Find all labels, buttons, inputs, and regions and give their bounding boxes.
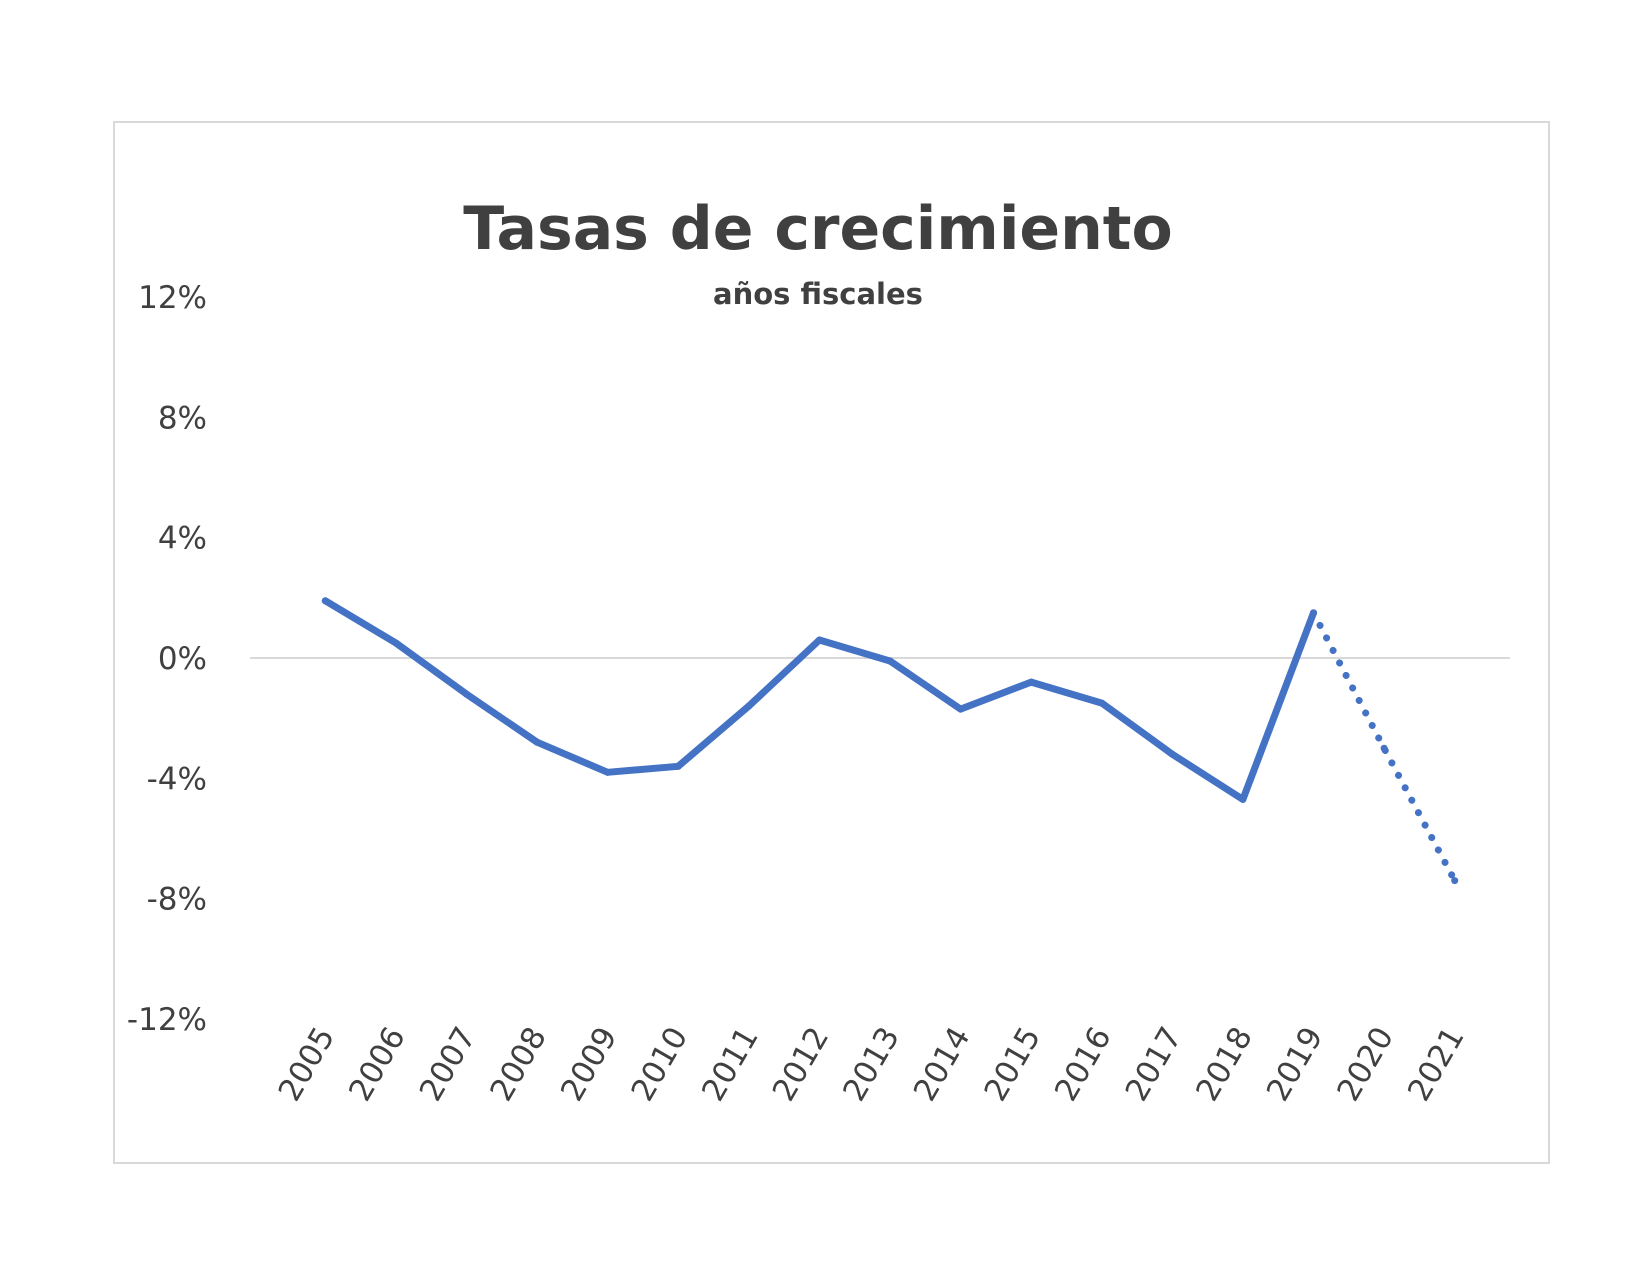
y-tick-label: 0% xyxy=(158,641,207,677)
x-tick-label: 2005 xyxy=(272,1021,343,1107)
chart-svg: Tasas de crecimiento años fiscales 12% 8%… xyxy=(127,194,1510,1107)
data-point xyxy=(604,768,612,776)
y-tick-label: -12% xyxy=(127,1002,207,1038)
x-tick-label: 2015 xyxy=(977,1021,1048,1107)
data-point xyxy=(1310,609,1318,617)
x-tick-label: 2014 xyxy=(907,1021,978,1107)
x-tick-label: 2007 xyxy=(413,1021,484,1107)
data-point xyxy=(957,705,965,713)
x-tick-label: 2009 xyxy=(554,1021,625,1107)
x-tick-label: 2010 xyxy=(625,1021,696,1107)
series-group xyxy=(321,597,1459,885)
chart-title: Tasas de crecimiento xyxy=(463,194,1172,264)
x-tick-label: 2013 xyxy=(836,1021,907,1107)
y-tick-label: 12% xyxy=(138,280,207,316)
data-point xyxy=(1239,795,1247,803)
y-tick-label: 4% xyxy=(158,521,207,557)
data-point xyxy=(1098,699,1106,707)
chart-area: Tasas de crecimiento años fiscales 12% 8%… xyxy=(113,121,1550,1164)
x-tick-label: 2008 xyxy=(483,1021,554,1107)
x-axis-ticks: 2005 2006 2007 2008 2009 2010 2011 2012 2013 2014… xyxy=(272,1021,1472,1107)
y-tick-label: 8% xyxy=(158,400,207,436)
x-tick-label: 2019 xyxy=(1260,1021,1331,1107)
data-point xyxy=(392,639,400,647)
x-tick-label: 2011 xyxy=(695,1021,766,1107)
data-point xyxy=(1380,744,1388,752)
y-tick-label: -8% xyxy=(147,882,207,918)
data-point xyxy=(1451,877,1459,885)
data-point xyxy=(674,762,682,770)
data-point xyxy=(462,690,470,698)
data-point xyxy=(815,636,823,644)
data-point xyxy=(886,657,894,665)
data-point xyxy=(1168,750,1176,758)
y-tick-label: -4% xyxy=(147,761,207,797)
x-tick-label: 2016 xyxy=(1048,1021,1119,1107)
x-tick-label: 2012 xyxy=(766,1021,837,1107)
x-tick-label: 2018 xyxy=(1189,1021,1260,1107)
x-tick-label: 2017 xyxy=(1119,1021,1190,1107)
data-point xyxy=(1027,678,1035,686)
data-point xyxy=(533,738,541,746)
chart-subtitle: años fiscales xyxy=(713,277,923,311)
y-axis-ticks: 12% 8% 4% 0% -4% -8% -12% xyxy=(127,280,207,1038)
data-point xyxy=(745,702,753,710)
growth-series-line xyxy=(321,597,1317,803)
x-tick-label: 2006 xyxy=(342,1021,413,1107)
data-point xyxy=(321,597,329,605)
x-tick-label: 2021 xyxy=(1401,1021,1472,1107)
x-tick-label: 2020 xyxy=(1330,1021,1401,1107)
